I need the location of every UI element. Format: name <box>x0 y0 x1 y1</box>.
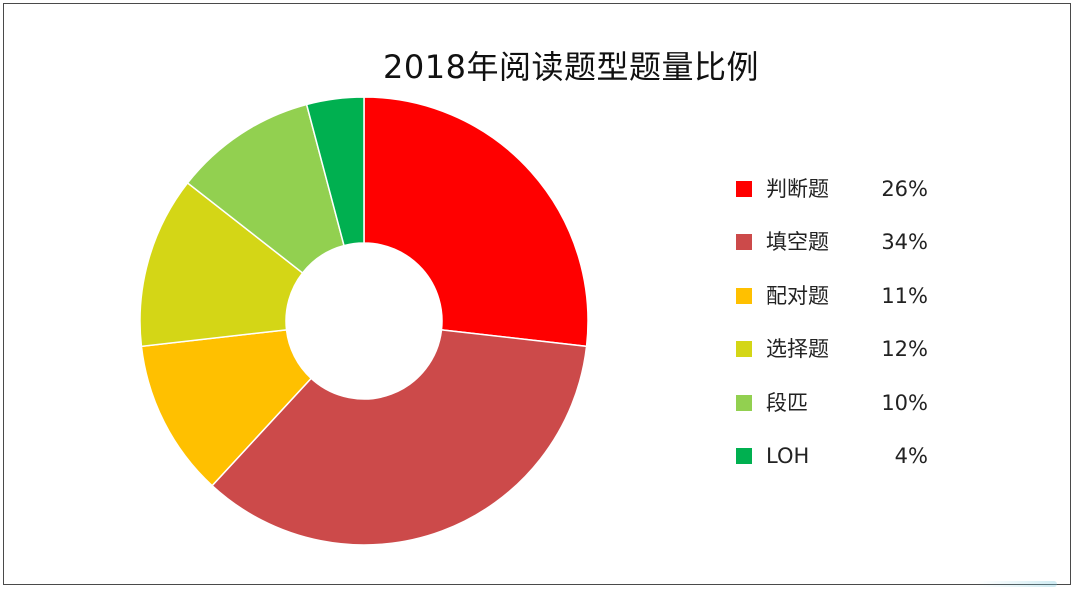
legend-swatch <box>736 181 752 197</box>
legend-value: 11% <box>881 283 928 308</box>
chart-legend: 判断题 26% 填空题 34% 配对题 11% 选择题 12% 段匹 10% L… <box>736 172 956 492</box>
legend-item: LOH 4% <box>736 439 956 492</box>
legend-label: 选择题 <box>766 337 829 362</box>
legend-value: 10% <box>881 390 928 415</box>
legend-label: 段匹 <box>766 390 808 415</box>
donut-slice-1 <box>363 96 589 348</box>
donut-slice-3 <box>140 328 313 487</box>
legend-swatch <box>736 341 752 358</box>
legend-item: 判断题 26% <box>736 172 956 225</box>
legend-swatch <box>736 234 752 251</box>
legend-swatch <box>736 287 752 304</box>
legend-item: 段匹 10% <box>736 386 956 439</box>
legend-item: 配对题 11% <box>736 279 956 332</box>
legend-label: 填空题 <box>766 230 829 255</box>
legend-value: 4% <box>894 443 928 468</box>
legend-label: 配对题 <box>766 283 829 308</box>
legend-swatch <box>736 447 752 464</box>
legend-item: 选择题 12% <box>736 332 956 385</box>
donut-slice-5 <box>186 103 345 274</box>
legend-item: 填空题 34% <box>736 225 956 278</box>
donut-slice-6 <box>305 96 365 247</box>
chart-title: 2018年阅读题型题量比例 <box>383 48 759 86</box>
legend-label: 判断题 <box>766 177 829 201</box>
donut-slice-2 <box>211 328 588 546</box>
legend-value: 12% <box>881 337 928 362</box>
legend-value: 34% <box>881 230 928 255</box>
watermark-decoration <box>977 581 1057 587</box>
donut-slice-4 <box>139 181 304 348</box>
legend-value: 26% <box>881 177 928 201</box>
legend-label: LOH <box>766 443 810 468</box>
legend-swatch <box>736 394 752 411</box>
